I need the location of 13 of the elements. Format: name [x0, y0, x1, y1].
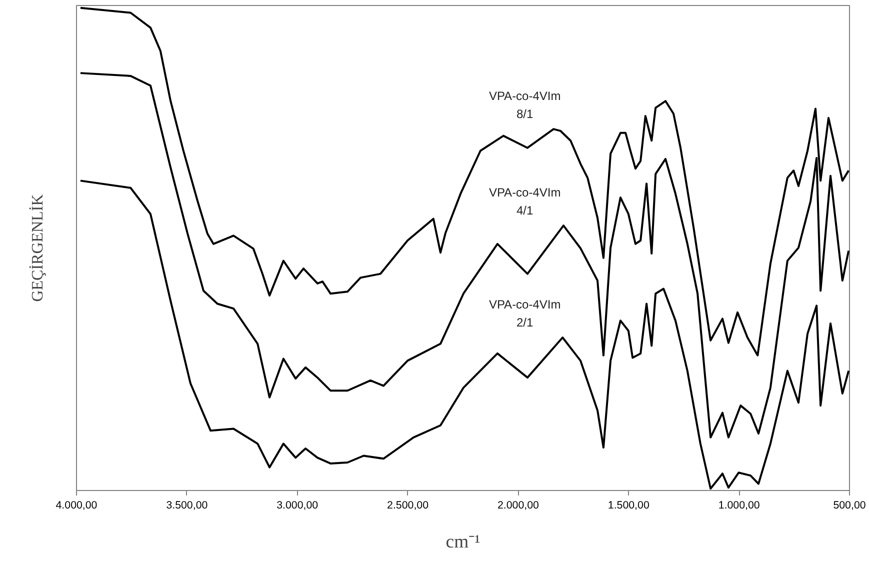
- x-tick-label: 1.500,00: [608, 500, 650, 512]
- series-label: VPA-co-4VIm 4/1: [488, 185, 561, 218]
- y-axis-title: GEÇİRGENLİK: [28, 194, 46, 302]
- x-tick-label: 500,00: [833, 500, 866, 512]
- x-tick-label: 4.000,00: [56, 500, 98, 512]
- series-label: VPA-co-4VIm 8/1: [488, 88, 561, 122]
- x-tick-label: 3.500,00: [166, 500, 208, 512]
- x-tick-label: 2.500,00: [387, 500, 429, 512]
- x-tick-label: 1.000,00: [718, 500, 760, 512]
- x-axis-title: cm⁻¹: [446, 532, 480, 552]
- x-tick-label: 3.000,00: [276, 500, 318, 512]
- series-label: VPA-co-4VIm 2/1: [488, 297, 561, 330]
- x-tick-label: 2.000,00: [497, 500, 540, 512]
